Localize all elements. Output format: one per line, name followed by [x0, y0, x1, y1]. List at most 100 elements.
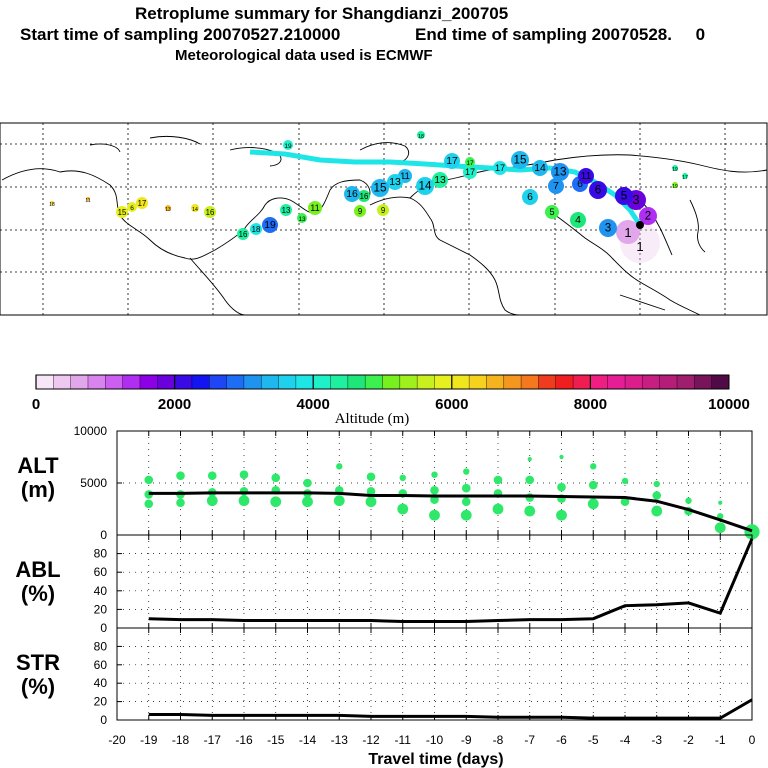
- colorbar-tick-label: 2000: [158, 396, 191, 413]
- colorbar-cell: [36, 375, 54, 389]
- trajectory-day-label: 18: [252, 225, 261, 234]
- panel-title: ALT: [17, 453, 59, 478]
- colorbar-cell: [711, 375, 730, 389]
- trajectory-cluster-circle: [511, 151, 529, 169]
- x-tick-label: -19: [140, 733, 158, 747]
- trajectory-day-label: 15: [513, 154, 527, 167]
- altitude-cluster-point: [463, 468, 470, 475]
- map-panel: 1123345566671113141517171713141113151616…: [0, 122, 768, 316]
- altitude-cluster-point: [556, 509, 567, 521]
- trajectory-cluster-circle: [297, 213, 307, 223]
- colorbar-cell: [87, 375, 106, 389]
- colorbar-cell: [486, 375, 505, 389]
- trajectory-day-label: 16: [206, 208, 215, 217]
- colorbar-cell: [347, 375, 366, 389]
- colorbar-cell: [399, 375, 418, 389]
- trajectory-cluster-circle: [570, 212, 586, 228]
- trajectory-cluster-circle: [387, 174, 403, 190]
- colorbar-tick-labels: 0 2000 4000 6000 8000 10000: [32, 396, 750, 413]
- colorbar-cell: [105, 375, 124, 389]
- altitude-cluster-point: [588, 480, 598, 490]
- x-tick-label: -17: [204, 733, 222, 747]
- altitude-cluster-point: [460, 509, 472, 521]
- y-tick-label: 40: [94, 676, 108, 690]
- panel-frame: [116, 534, 753, 629]
- altitude-cluster-point: [429, 509, 440, 521]
- x-tick-label: -8: [493, 733, 504, 747]
- colorbar-cell: [261, 375, 280, 389]
- timeseries-panels: 0500010000ALT(m)020406080ABL(%)020406080…: [15, 424, 760, 768]
- x-tick-label: -11: [395, 733, 412, 747]
- altitude-cluster-point: [621, 477, 629, 485]
- x-tick-label: -20: [108, 733, 126, 747]
- altitude-cluster-point: [461, 483, 471, 493]
- x-axis-label: Travel time (days): [368, 751, 503, 768]
- altitude-cluster-point: [492, 503, 504, 515]
- altitude-cluster-point: [271, 473, 281, 483]
- series-line-abl: [148, 538, 754, 623]
- sampling-start-label: Start time of sampling 20070527.210000: [20, 25, 341, 44]
- panel-str: 0 20 40 60 80 STR(%): [16, 627, 753, 727]
- altitude-cluster-point: [527, 456, 532, 462]
- altitude-cluster-point: [559, 454, 564, 460]
- colorbar-cell: [330, 375, 349, 389]
- colorbar-cell: [625, 375, 643, 389]
- x-tick-label: -9: [461, 733, 472, 747]
- colorbar-cell: [122, 375, 141, 389]
- series-line-str: [148, 698, 753, 720]
- trajectory-cluster-circle: [344, 186, 360, 202]
- colorbar-cell: [451, 375, 470, 389]
- y-tick-label: 20: [94, 602, 108, 616]
- colorbar-tick-label: 10000: [708, 396, 750, 413]
- sampling-end-label: End time of sampling 20070528. 0: [415, 25, 706, 44]
- trajectory-cluster-circle: [444, 153, 460, 169]
- trajectory-day-label: 18: [418, 134, 424, 140]
- colorbar-cell: [677, 375, 695, 389]
- trajectory-day-label: 1: [624, 225, 631, 240]
- colorbar-cell: [191, 375, 210, 389]
- trajectory-day-label: 1: [636, 239, 643, 254]
- trajectory-day-label: 9: [358, 207, 362, 216]
- trajectory-cluster-circle: [262, 217, 278, 233]
- colorbar-cell: [174, 375, 193, 389]
- trajectory-day-label: 14: [534, 163, 546, 174]
- colorbar-cell: [70, 375, 89, 389]
- panel-title: STR: [16, 650, 60, 675]
- trajectory-day-label: 11: [85, 198, 90, 204]
- altitude-cluster-point: [366, 472, 376, 482]
- x-tick-label: -3: [651, 733, 662, 747]
- colorbar-cell: [555, 375, 574, 389]
- trajectory-day-label: 2: [645, 210, 652, 223]
- altitude-cluster-point: [303, 478, 312, 488]
- x-tick-labels: -20 -19 -18 -17 -16 -15 -14 -13 -12 -11 -10 -9 -8 -7-…: [108, 733, 755, 747]
- x-tick-label: -10: [426, 733, 444, 747]
- trajectory-day-label: 17: [138, 199, 147, 208]
- trajectory-cluster-circle: [416, 177, 434, 195]
- trajectory-cluster-circle: [136, 197, 148, 209]
- altitude-cluster-point: [270, 496, 282, 508]
- colorbar-cell: [590, 375, 609, 389]
- colorbar-cell: [278, 375, 297, 389]
- y-tick-label: 0: [100, 621, 107, 635]
- panel-ylabel: (%): [21, 674, 55, 699]
- y-tick-label: 0: [100, 713, 107, 727]
- trajectory-day-label: 13: [434, 175, 446, 186]
- trajectory-day-label: 11: [400, 171, 409, 181]
- met-data-label: Meteorological data used is ECMWF: [175, 47, 433, 64]
- colorbar-cell: [469, 375, 487, 389]
- colorbar-cell: [607, 375, 626, 389]
- colorbar-cell: [157, 375, 176, 389]
- trajectory-cluster-circle: [599, 219, 617, 237]
- altitude-cluster-point: [587, 498, 599, 510]
- x-tick-label: 0: [749, 733, 756, 747]
- altitude-cluster-point: [144, 499, 154, 509]
- x-tick-label: -6: [556, 733, 567, 747]
- y-tick-label: 20: [94, 695, 108, 709]
- trajectory-day-label: 11: [310, 203, 319, 213]
- altitude-cluster-point: [336, 463, 343, 470]
- trajectory-day-label: 19: [284, 143, 292, 150]
- trajectory-cluster-circle: [127, 202, 137, 212]
- altitude-cluster-point: [685, 497, 692, 504]
- trajectory-line: [249, 149, 643, 227]
- trajectory-day-label: 16: [239, 230, 248, 239]
